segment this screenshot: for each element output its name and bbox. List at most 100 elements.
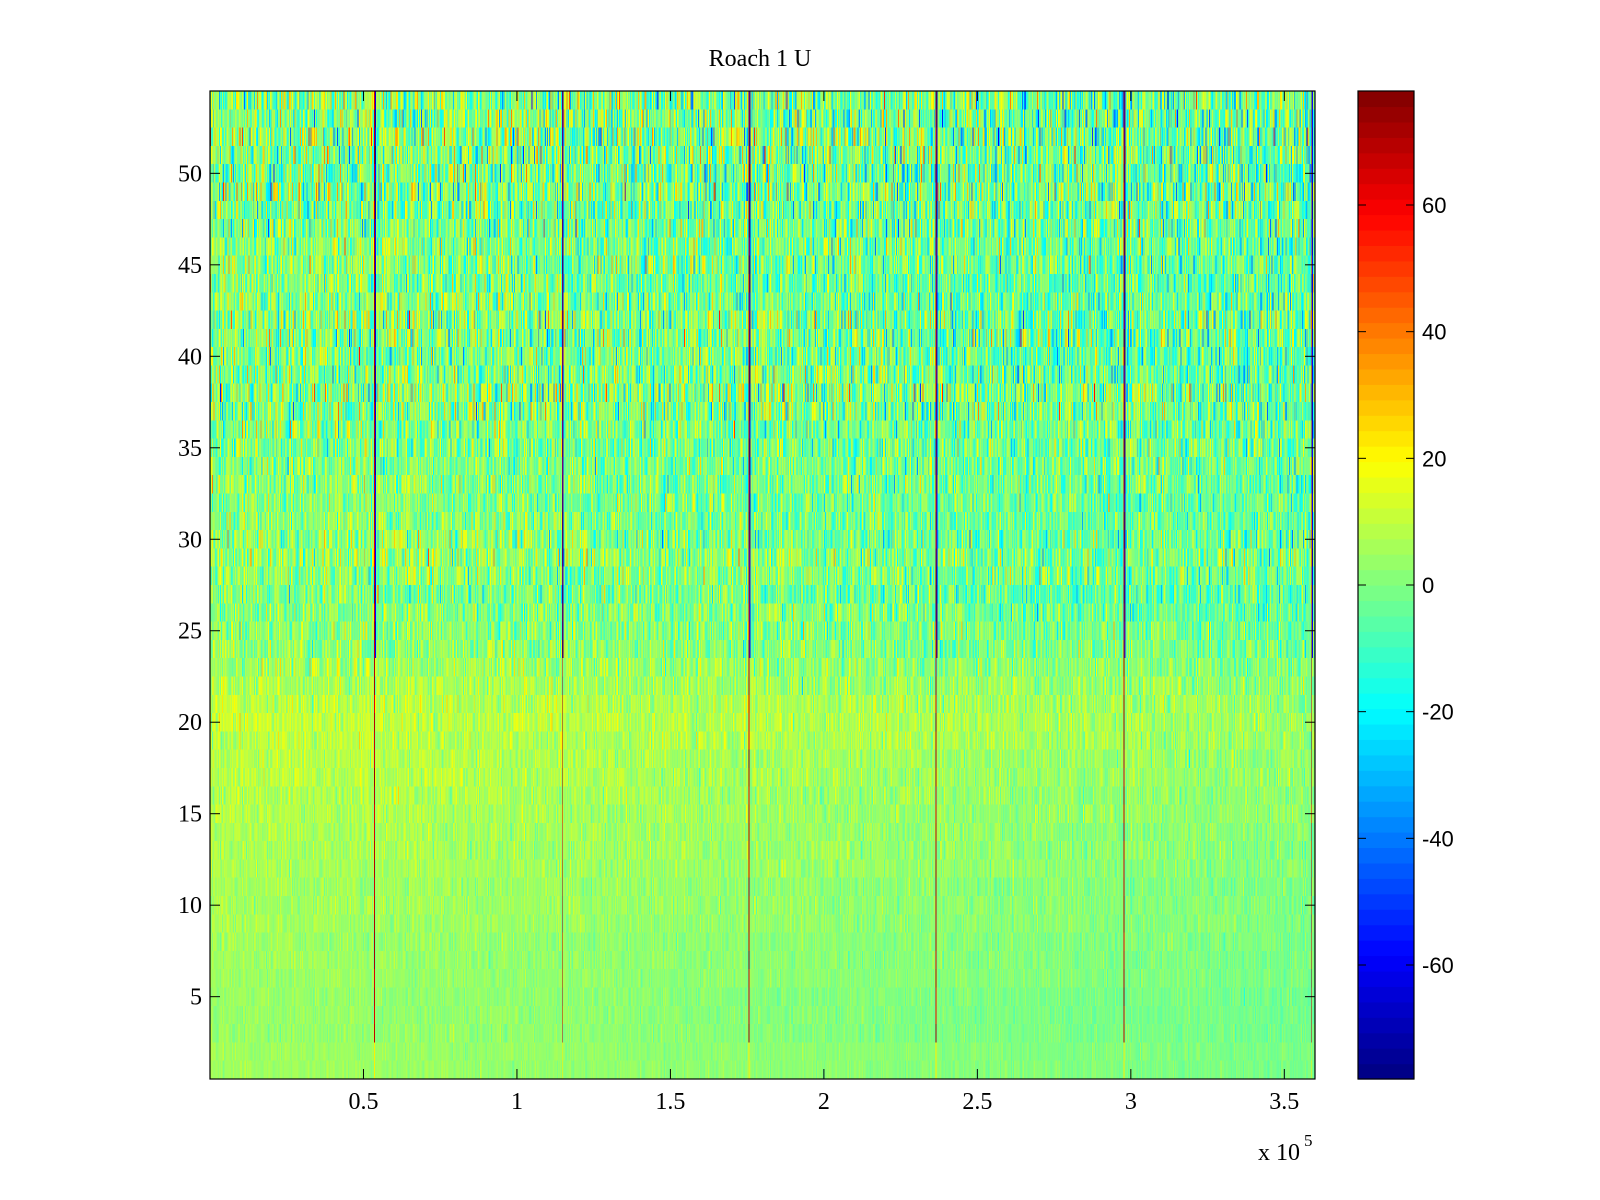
colorbar-band — [1358, 909, 1414, 926]
colorbar-band — [1358, 492, 1414, 509]
colorbar-band — [1358, 322, 1414, 339]
colorbar-band — [1358, 229, 1414, 246]
x-exponent-power: 5 — [1304, 1131, 1313, 1150]
x-tick-label: 0.5 — [348, 1089, 378, 1115]
colorbar-band — [1358, 353, 1414, 370]
x-exponent-base: x 10 — [1258, 1140, 1300, 1166]
colorbar-tick-label: 40 — [1422, 320, 1446, 345]
colorbar-band — [1358, 785, 1414, 802]
colorbar-band — [1358, 106, 1414, 123]
colorbar-band — [1358, 199, 1414, 216]
colorbar-band — [1358, 723, 1414, 740]
y-tick-label: 20 — [178, 710, 202, 736]
y-tick-label: 50 — [178, 161, 202, 187]
colorbar-band — [1358, 91, 1414, 108]
colorbar-band — [1358, 399, 1414, 416]
colorbar-band — [1358, 1063, 1414, 1080]
colorbar-band — [1358, 430, 1414, 447]
x-tick-label: 3 — [1125, 1089, 1137, 1115]
colorbar-tick-label: 20 — [1422, 446, 1446, 471]
colorbar-band — [1358, 183, 1414, 200]
x-tick-label: 1 — [511, 1089, 523, 1115]
colorbar-band — [1358, 523, 1414, 540]
colorbar-band — [1358, 121, 1414, 138]
colorbar-band — [1358, 1017, 1414, 1034]
heatmap-cells — [210, 91, 1315, 1079]
x-axis-ticks: 0.5 1 1.5 2 2.5 3 3.5 — [348, 91, 1299, 1115]
x-tick-label: 2 — [818, 1089, 830, 1115]
colorbar-band — [1358, 754, 1414, 771]
colorbar-band — [1358, 739, 1414, 756]
colorbar-band — [1358, 1048, 1414, 1065]
colorbar-band — [1358, 538, 1414, 555]
colorbar-band — [1358, 662, 1414, 679]
colorbar-band — [1358, 615, 1414, 632]
colorbar-band — [1358, 461, 1414, 478]
colorbar-band — [1358, 832, 1414, 849]
colorbar-band — [1358, 291, 1414, 308]
colorbar-band — [1358, 955, 1414, 972]
colorbar-band — [1358, 862, 1414, 879]
colorbar-band — [1358, 168, 1414, 185]
y-tick-label: 30 — [178, 527, 202, 553]
colorbar-band — [1358, 260, 1414, 277]
colorbar-band — [1358, 631, 1414, 648]
colorbar-tick-label: 0 — [1422, 573, 1434, 598]
colorbar-band — [1358, 646, 1414, 663]
colorbar-band — [1358, 368, 1414, 385]
colorbar-band — [1358, 446, 1414, 463]
x-tick-label: 1.5 — [655, 1089, 685, 1115]
colorbar-tick-label: 60 — [1422, 193, 1446, 218]
colorbar-tick-label: -40 — [1422, 826, 1454, 851]
y-tick-label: 45 — [178, 253, 202, 279]
colorbar-band — [1358, 415, 1414, 432]
y-tick-label: 35 — [178, 436, 202, 462]
colorbar-band — [1358, 878, 1414, 895]
x-exponent-label: x 10 5 — [1258, 1131, 1313, 1166]
colorbar-band — [1358, 152, 1414, 169]
colorbar-band — [1358, 476, 1414, 493]
colorbar-tick-label: -60 — [1422, 953, 1454, 978]
y-tick-label: 40 — [178, 344, 202, 370]
colorbar-band — [1358, 338, 1414, 355]
colorbar-band — [1358, 924, 1414, 941]
colorbar-band — [1358, 276, 1414, 293]
colorbar-band — [1358, 1001, 1414, 1018]
colorbar-band — [1358, 986, 1414, 1003]
colorbar-band — [1358, 384, 1414, 401]
plot-area: 0.5 1 1.5 2 2.5 3 3.5 5 10 15 20 25 30 35 40 45 50 x 10… — [178, 90, 1316, 1166]
colorbar-band — [1358, 214, 1414, 231]
colorbar-band — [1358, 847, 1414, 864]
colorbar-band — [1358, 585, 1414, 602]
y-tick-label: 5 — [190, 985, 202, 1011]
colorbar-band — [1358, 245, 1414, 262]
colorbar-band — [1358, 307, 1414, 324]
y-axis-ticks: 5 10 15 20 25 30 35 40 45 50 — [178, 161, 1315, 1011]
heatmap-image — [210, 91, 1315, 1079]
colorbar-gradient — [1358, 91, 1414, 1080]
y-tick-label: 15 — [178, 802, 202, 828]
colorbar-band — [1358, 554, 1414, 571]
colorbar-band — [1358, 1032, 1414, 1049]
colorbar-band — [1358, 970, 1414, 987]
colorbar-band — [1358, 569, 1414, 586]
x-tick-label: 2.5 — [962, 1089, 992, 1115]
x-tick-label: 3.5 — [1269, 1089, 1299, 1115]
colorbar-band — [1358, 677, 1414, 694]
colorbar: 60 40 20 0 -20 -40 -60 — [1357, 90, 1454, 1080]
colorbar-band — [1358, 940, 1414, 957]
y-tick-label: 10 — [178, 893, 202, 919]
colorbar-band — [1358, 770, 1414, 787]
colorbar-ticks: 60 40 20 0 -20 -40 -60 — [1358, 193, 1454, 978]
colorbar-band — [1358, 137, 1414, 154]
colorbar-band — [1358, 600, 1414, 617]
colorbar-band — [1358, 708, 1414, 725]
colorbar-tick-label: -20 — [1422, 700, 1454, 725]
colorbar-band — [1358, 507, 1414, 524]
plot-frame — [209, 90, 1316, 1080]
colorbar-band — [1358, 693, 1414, 710]
chart-title: Roach 1 U — [709, 46, 812, 72]
colorbar-band — [1358, 893, 1414, 910]
colorbar-band — [1358, 816, 1414, 833]
